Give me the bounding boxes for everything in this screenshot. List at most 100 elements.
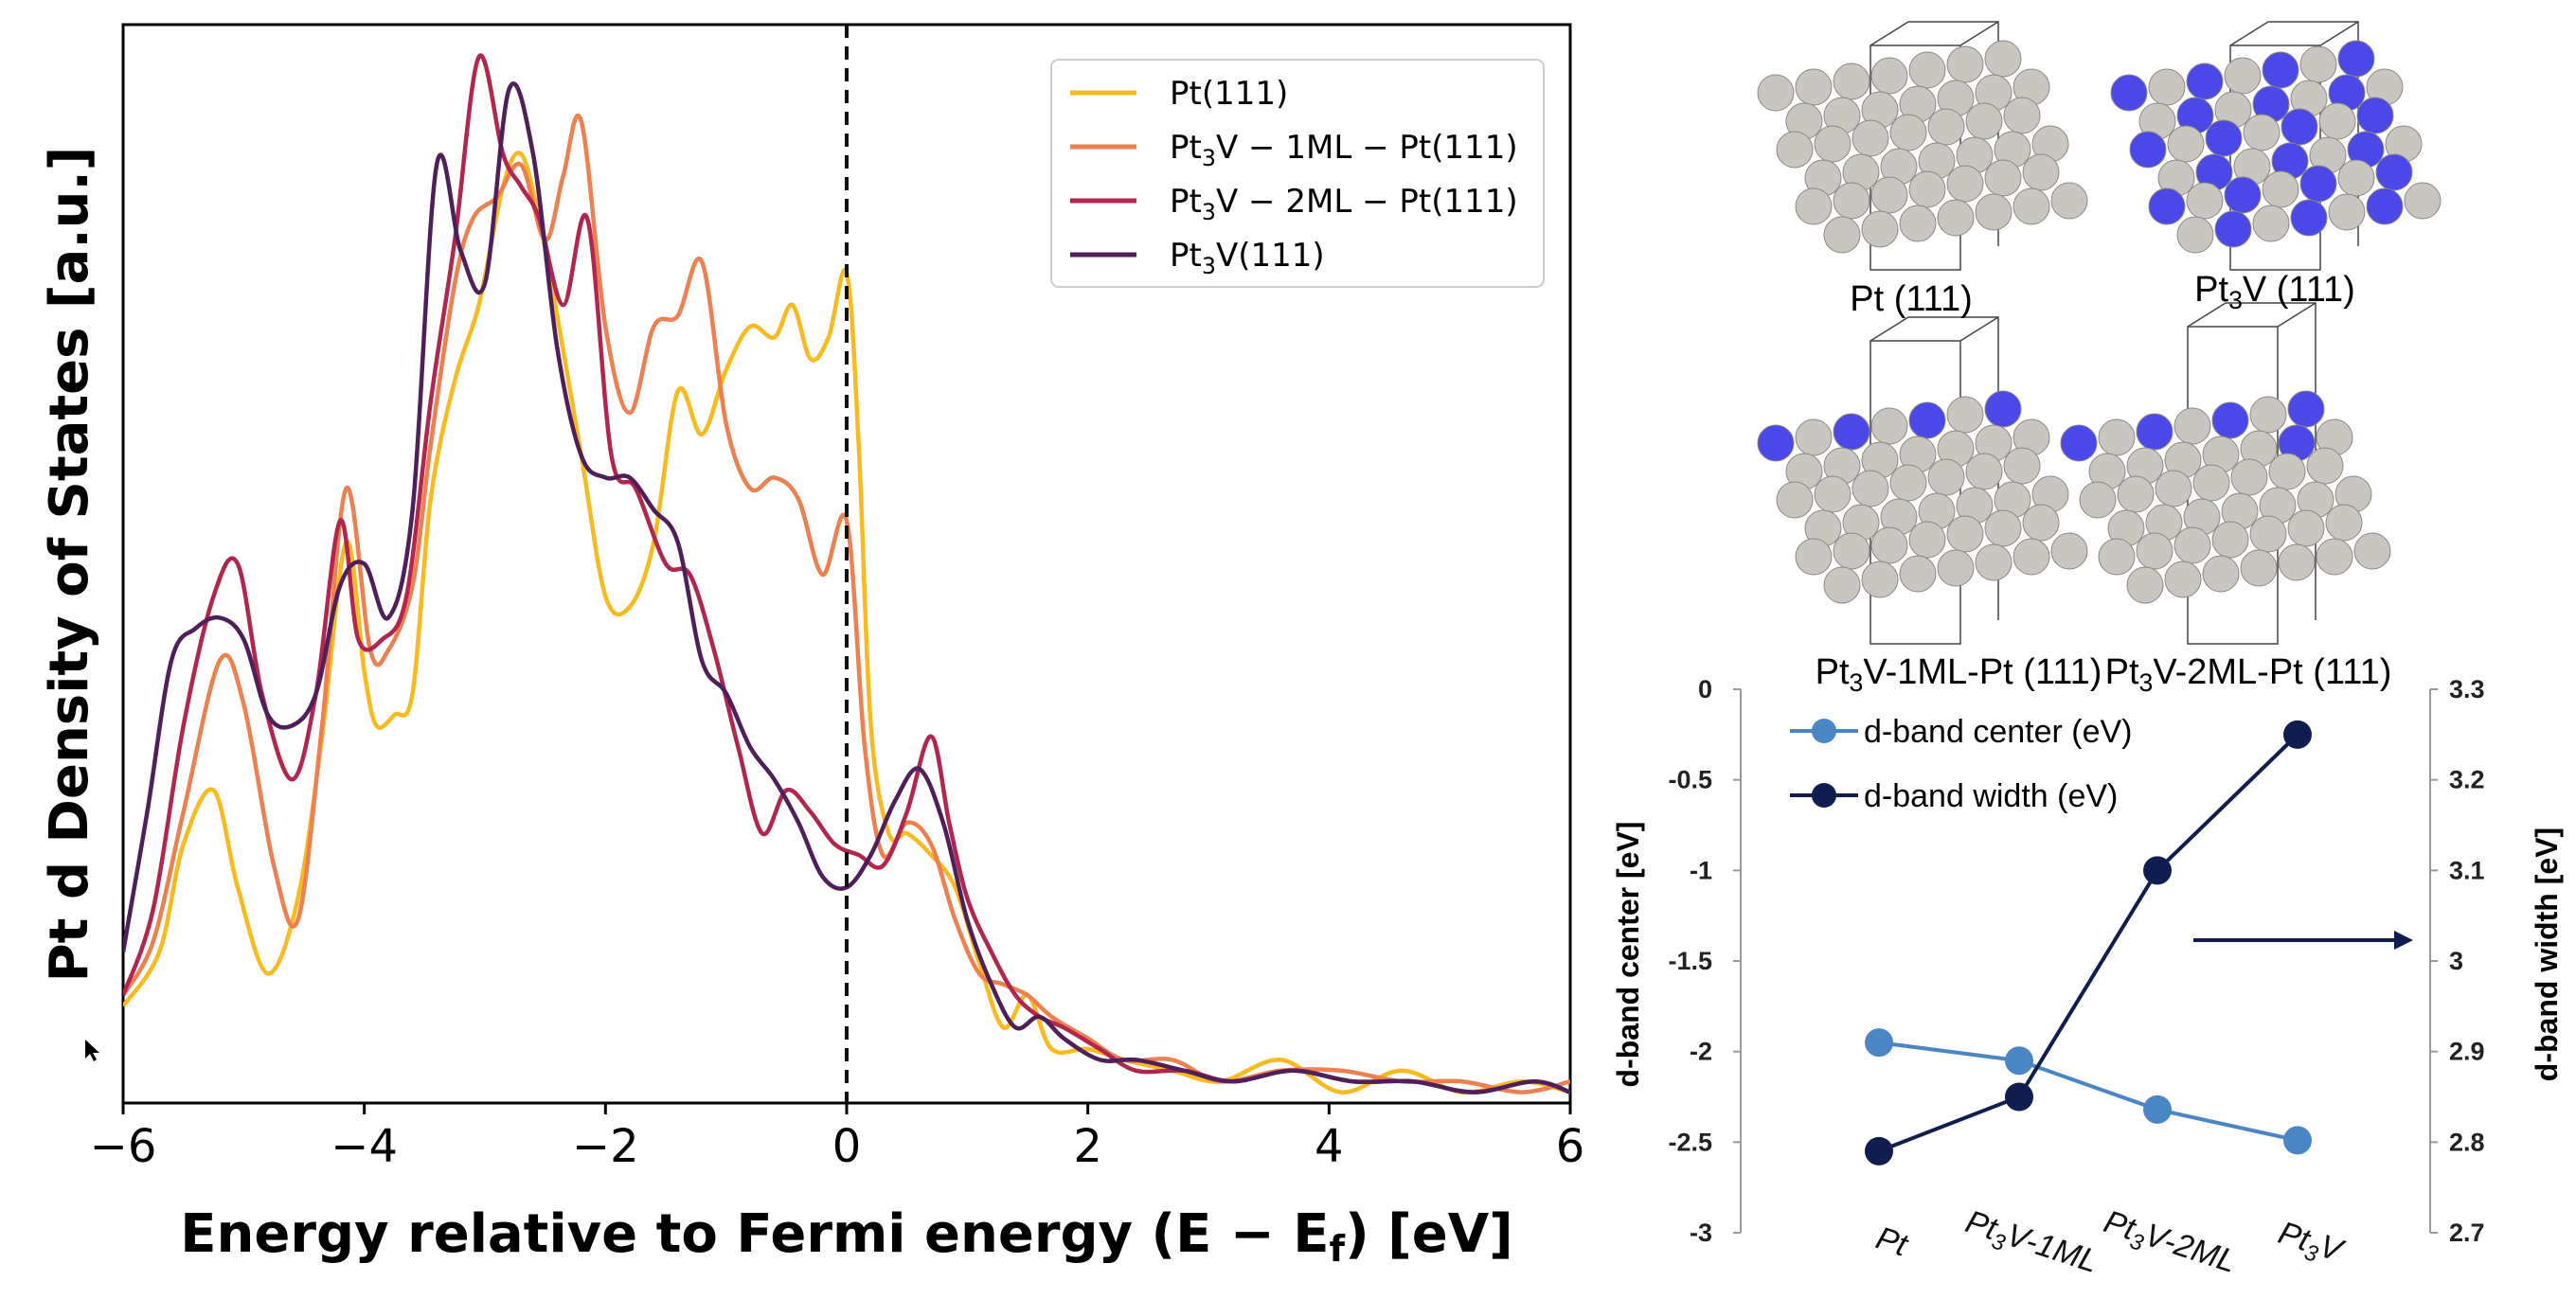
dband-right-tick-label: 3.3 bbox=[2449, 675, 2485, 703]
platinum-atom bbox=[2192, 464, 2230, 502]
vanadium-atom bbox=[2224, 176, 2262, 214]
platinum-atom bbox=[1833, 532, 1870, 570]
vanadium-atom bbox=[2211, 401, 2249, 439]
vanadium-atom bbox=[2287, 390, 2325, 428]
dband-right-tick-label: 3.2 bbox=[2449, 766, 2485, 794]
vanadium-atom bbox=[1908, 401, 1946, 439]
vanadium-atom bbox=[2136, 413, 2174, 451]
platinum-atom bbox=[1908, 170, 1946, 208]
dband-point-0 bbox=[2283, 1126, 2312, 1155]
dband-right-tick-label: 3.1 bbox=[2449, 856, 2485, 884]
platinum-atom bbox=[2117, 475, 2155, 513]
dos-legend: Pt(111) Pt3V − 1ML − Pt(111) Pt3V − 2ML − … bbox=[1050, 59, 1545, 288]
dband-point-1 bbox=[2283, 720, 2312, 749]
vanadium-atom bbox=[2148, 187, 2186, 225]
platinum-atom bbox=[2249, 396, 2287, 434]
platinum-atom bbox=[2155, 470, 2192, 507]
dband-legend-marker bbox=[1812, 719, 1836, 743]
platinum-atom bbox=[2249, 515, 2287, 553]
dband-legend: d-band center (eV) d-band width (eV) bbox=[1790, 714, 2133, 814]
platinum-atom bbox=[2325, 504, 2363, 542]
unit-cell-frame bbox=[2187, 302, 2317, 645]
platinum-atom bbox=[2278, 543, 2316, 581]
dband-right-tick-label: 2.8 bbox=[2449, 1128, 2485, 1156]
platinum-atom bbox=[1946, 165, 1984, 203]
dos-x-axis-label: Energy relative to Fermi energy (E − Ef)… bbox=[180, 1203, 1512, 1270]
platinum-atom bbox=[2299, 45, 2337, 83]
vanadium-atom bbox=[1833, 413, 1870, 451]
platinum-atom bbox=[1814, 125, 1852, 163]
dband-series-group bbox=[1865, 720, 2312, 1166]
platinum-atom bbox=[2186, 182, 2224, 220]
vanadium-atom bbox=[2214, 210, 2252, 248]
platinum-atom bbox=[2337, 159, 2375, 197]
slab-caption-pt3v1ml: Pt3V-1ML-Pt (111) bbox=[1816, 652, 2102, 697]
platinum-atom bbox=[2050, 182, 2088, 220]
vanadium-atom bbox=[2290, 199, 2328, 237]
platinum-atom bbox=[2287, 509, 2325, 547]
platinum-atom bbox=[1899, 555, 1937, 593]
dos-y-axis-label: Pt d Density of States [a.u.] bbox=[39, 147, 100, 983]
platinum-atom bbox=[1776, 481, 1814, 519]
platinum-atom bbox=[2316, 538, 2353, 576]
platinum-atom bbox=[1927, 108, 1965, 146]
platinum-atom bbox=[2240, 549, 2278, 587]
platinum-atom bbox=[1965, 102, 2003, 140]
slab-caption-pt3v2ml: Pt3V-2ML-Pt (111) bbox=[2105, 652, 2392, 697]
platinum-atom bbox=[2050, 532, 2088, 570]
platinum-atom bbox=[2148, 68, 2186, 106]
platinum-atom bbox=[1927, 458, 1965, 496]
platinum-atom bbox=[1984, 40, 2022, 78]
platinum-atom bbox=[2404, 182, 2442, 220]
platinum-atom bbox=[2318, 102, 2356, 140]
platinum-atom bbox=[2167, 125, 2205, 163]
platinum-atom bbox=[1833, 182, 1870, 220]
dband-legend-marker bbox=[1812, 783, 1836, 808]
right-axis-arrow bbox=[2193, 931, 2413, 950]
platinum-atom bbox=[1975, 543, 2012, 581]
platinum-atom bbox=[1870, 526, 1908, 564]
dos-series-line-3 bbox=[123, 81, 1570, 1094]
slab-captions: Pt (111) Pt3V (111) Pt3V-1ML-Pt (111) Pt3V-… bbox=[1816, 270, 2392, 697]
platinum-atom bbox=[2252, 205, 2290, 242]
vanadium-atom bbox=[2281, 108, 2318, 146]
platinum-atom bbox=[2012, 187, 2050, 225]
dband-series-line-0 bbox=[1878, 1041, 2299, 1143]
platinum-atom bbox=[1946, 515, 1984, 553]
platinum-atom bbox=[1984, 509, 2022, 547]
platinum-atom bbox=[2098, 538, 2136, 576]
dos-legend-label: Pt3V(111) bbox=[1170, 237, 1325, 279]
platinum-atom bbox=[2174, 526, 2211, 564]
platinum-atom bbox=[2202, 555, 2240, 593]
dos-legend-label: Pt3V − 2ML − Pt(111) bbox=[1170, 183, 1518, 225]
platinum-atom bbox=[2164, 561, 2202, 598]
platinum-atom bbox=[1776, 131, 1814, 169]
platinum-atom bbox=[1814, 475, 1852, 513]
platinum-atom bbox=[2306, 447, 2344, 485]
dband-right-tick-label: 2.7 bbox=[2449, 1219, 2485, 1247]
dband-point-1 bbox=[2143, 856, 2172, 885]
dband-left-tick-label: -0.5 bbox=[1668, 766, 1712, 794]
vanadium-atom bbox=[2366, 187, 2404, 225]
platinum-atom bbox=[1870, 176, 1908, 214]
dband-legend-label: d-band center (eV) bbox=[1864, 714, 2133, 750]
platinum-atom bbox=[2022, 504, 2060, 542]
vanadium-atom bbox=[2299, 165, 2337, 203]
platinum-atom bbox=[2353, 532, 2391, 570]
vanadium-atom bbox=[2110, 74, 2148, 112]
platinum-atom bbox=[1889, 464, 1927, 502]
dband-category-label: Pt3V-2ML bbox=[2098, 1203, 2241, 1285]
dband-category-label: Pt3V-1ML bbox=[1959, 1203, 2102, 1285]
platinum-atom bbox=[2328, 193, 2366, 231]
dband-series-line-1 bbox=[1878, 733, 2299, 1153]
platinum-atom bbox=[1795, 187, 1833, 225]
platinum-atom bbox=[2268, 453, 2306, 490]
platinum-atom bbox=[2012, 538, 2050, 576]
dos-x-ticks: −6 −4 −2 0 2 4 6 bbox=[90, 1103, 1584, 1173]
platinum-atom bbox=[1946, 45, 1984, 83]
platinum-atom bbox=[1861, 210, 1899, 248]
vanadium-atom bbox=[2186, 62, 2224, 100]
platinum-atom bbox=[1861, 561, 1899, 598]
platinum-atom bbox=[1852, 470, 1889, 507]
